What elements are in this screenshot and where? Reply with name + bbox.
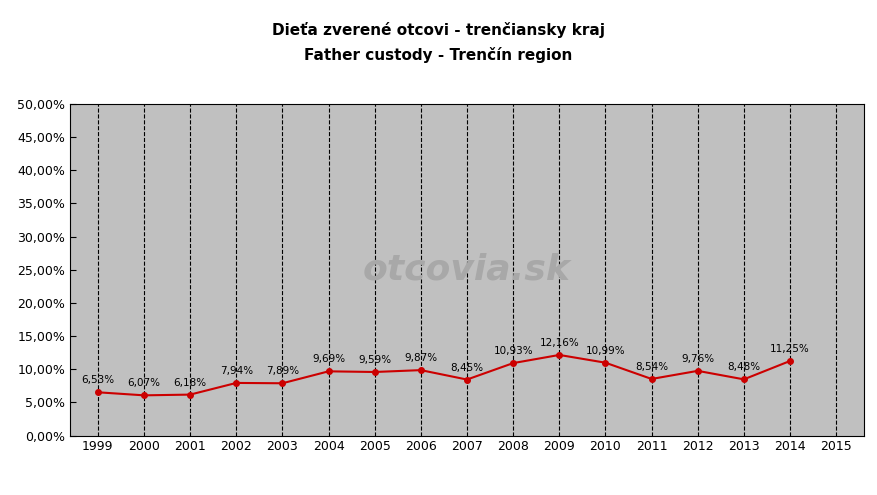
Text: 6,07%: 6,07% xyxy=(127,378,160,389)
Text: 6,53%: 6,53% xyxy=(82,375,114,385)
Text: otcovia.sk: otcovia.sk xyxy=(363,253,571,287)
Text: 9,59%: 9,59% xyxy=(358,355,391,365)
Text: 9,76%: 9,76% xyxy=(681,354,714,364)
Text: 10,93%: 10,93% xyxy=(494,346,533,356)
Text: 11,25%: 11,25% xyxy=(770,344,809,354)
Text: 8,48%: 8,48% xyxy=(727,362,760,372)
Text: 10,99%: 10,99% xyxy=(586,346,625,356)
Text: 9,69%: 9,69% xyxy=(312,354,346,364)
Text: Father custody - Trenčín region: Father custody - Trenčín region xyxy=(304,47,573,63)
Text: Dieťa zverené otcovi - trenčiansky kraj: Dieťa zverené otcovi - trenčiansky kraj xyxy=(272,22,605,38)
Text: 9,87%: 9,87% xyxy=(404,353,438,363)
Text: 7,94%: 7,94% xyxy=(220,366,253,376)
Text: 12,16%: 12,16% xyxy=(539,338,579,348)
Text: 8,45%: 8,45% xyxy=(451,363,483,373)
Text: 8,54%: 8,54% xyxy=(635,362,668,372)
Text: 6,18%: 6,18% xyxy=(174,378,207,388)
Text: 7,89%: 7,89% xyxy=(266,366,299,376)
